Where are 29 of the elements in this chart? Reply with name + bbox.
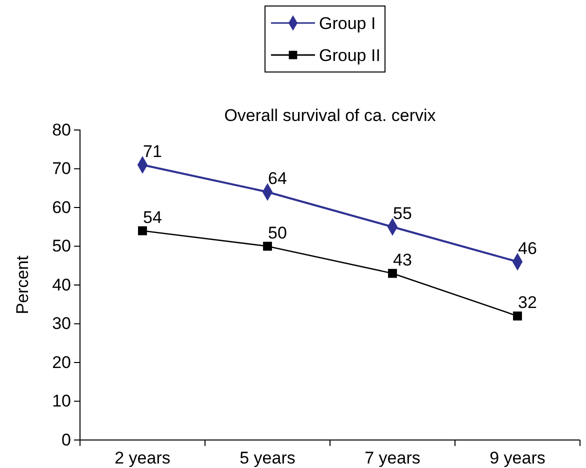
point [513,312,522,320]
x-tick-label: 9 years [490,448,546,468]
x-tick-label: 2 years [114,448,170,468]
point [138,226,147,236]
y-tick-label: 80 [52,120,71,140]
y-tick-label: 30 [52,314,71,334]
chart-title: Overall survival of ca. cervix [224,106,436,125]
y-tick-label: 0 [62,430,71,450]
x-tick-label: 5 years [240,448,296,468]
data-label: 54 [143,208,162,227]
legend-label: Group I [319,14,376,33]
data-label: 46 [518,238,537,258]
y-tick-label: 70 [52,159,71,178]
x-tick-label: 7 years [364,448,420,468]
data-label: 50 [268,223,287,242]
y-tick-label: 10 [52,392,71,411]
point [388,268,397,278]
data-label: 71 [143,142,162,161]
point [263,242,272,251]
y-tick-label: 40 [52,275,71,294]
y-tick-label: 50 [52,236,71,256]
data-label: 64 [268,169,287,188]
data-label: 32 [518,293,537,312]
y-tick-label: 20 [52,352,71,372]
data-label: 55 [393,204,412,223]
data-label: 43 [393,250,412,270]
y-axis-title: Percent [13,255,32,314]
y-tick-label: 60 [52,198,71,217]
legend-label: Group II [319,46,380,65]
